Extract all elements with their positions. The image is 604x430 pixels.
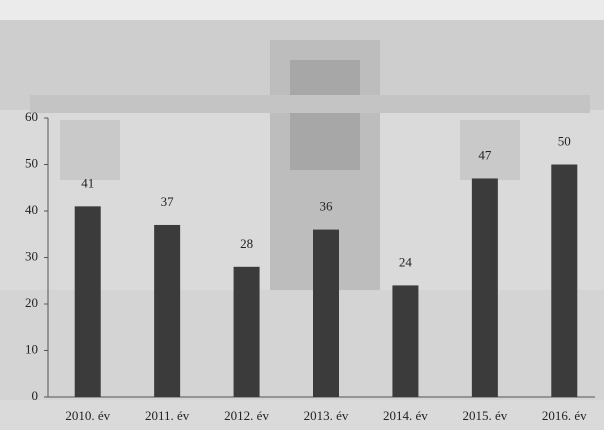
photo-window xyxy=(60,120,120,180)
x-tick-label: 2015. év xyxy=(462,408,507,423)
bar xyxy=(472,178,498,397)
x-tick-label: 2016. év xyxy=(542,408,587,423)
bar xyxy=(313,230,339,397)
chart: 0 10 20 30 40 50 60 2010. év 41 2011. év 37 2012. é… xyxy=(0,0,604,430)
y-tick-label: 40 xyxy=(25,202,38,217)
bar xyxy=(75,206,101,397)
x-tick-label: 2012. év xyxy=(224,408,269,423)
data-label: 24 xyxy=(399,254,413,269)
photo-window xyxy=(290,60,360,170)
x-tick-label: 2014. év xyxy=(383,408,428,423)
data-label: 41 xyxy=(81,175,94,190)
bar xyxy=(234,267,260,397)
y-tick-label: 30 xyxy=(25,248,38,263)
data-label: 28 xyxy=(240,236,253,251)
bar xyxy=(154,225,180,397)
y-tick-label: 0 xyxy=(32,388,39,403)
page: {"chart_data": {"type": "bar", "categori… xyxy=(0,0,604,430)
photo-cornice xyxy=(30,95,590,113)
data-label: 47 xyxy=(478,147,492,162)
bar xyxy=(551,165,577,398)
bar xyxy=(392,285,418,397)
y-tick-label: 50 xyxy=(25,155,38,170)
data-label: 37 xyxy=(161,194,175,209)
x-tick-label: 2011. év xyxy=(145,408,190,423)
x-tick-label: 2013. év xyxy=(304,408,349,423)
data-label: 36 xyxy=(320,199,334,214)
y-tick-label: 60 xyxy=(25,109,38,124)
y-tick-label: 10 xyxy=(25,341,38,356)
title-band xyxy=(0,0,604,20)
data-label: 50 xyxy=(558,133,571,148)
y-tick-label: 20 xyxy=(25,295,38,310)
x-tick-label: 2010. év xyxy=(65,408,110,423)
